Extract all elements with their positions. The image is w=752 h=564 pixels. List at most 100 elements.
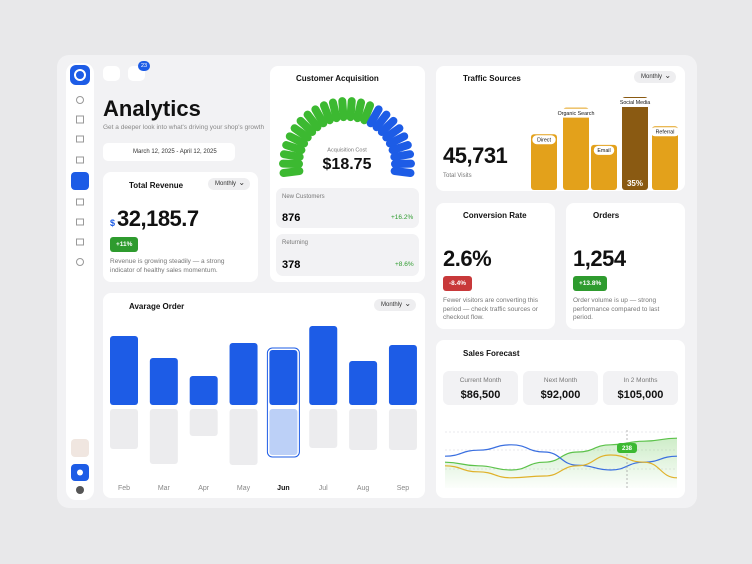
bar [189,376,218,405]
gauge-segment [377,116,398,136]
bar [388,345,417,405]
gauge-segment [279,150,304,161]
bar [309,409,338,448]
nav-active[interactable] [71,172,89,190]
value: $86,500 [460,389,501,401]
bar [269,409,298,455]
x-tick-label: Mar [158,485,171,492]
bar [349,361,378,405]
bar-label-bg [614,98,656,107]
logo[interactable] [70,65,90,85]
card [566,203,685,329]
bell-button[interactable] [103,66,120,81]
nav-icon[interactable] [76,198,84,206]
bar-label: Direct [537,137,551,143]
change-badge: +11% [110,237,139,252]
bar [189,409,218,436]
label: Next Month [543,377,578,384]
gauge-segment [346,97,356,122]
bar [622,97,648,190]
nav-icon[interactable] [76,258,84,266]
subtitle: Get a deeper look into what's driving yo… [103,124,265,131]
marker-bg [617,443,637,453]
gauge-segment [296,116,317,136]
bar-label-bg [552,108,600,118]
gauge-segment [279,167,304,178]
gauge-segment [360,101,375,125]
gauge-segment [338,97,348,122]
label: Returning [282,240,309,246]
x-tick-label: Jul [319,485,328,492]
bar [531,134,557,190]
x-tick-label: Sep [397,485,410,492]
x-tick-label: May [237,485,251,492]
gauge-segment [290,124,312,142]
bar [149,358,178,405]
marker-label: 238 [622,446,633,452]
date-picker[interactable] [103,143,235,161]
stat-box [276,234,419,276]
gauge-segment [382,124,404,142]
bar [388,409,417,450]
dropdown[interactable]: Monthly [634,71,677,83]
page-title: Analytics [103,96,201,121]
note: Order volume is up — strong performance … [573,297,660,321]
gauge-segment [366,105,383,128]
currency: $ [110,218,116,228]
bar [563,107,589,190]
nav-icon[interactable] [76,238,84,246]
line [444,437,678,471]
line [444,454,678,479]
note: Fewer visitors are converting this perio… [443,297,539,321]
date-range: March 12, 2025 - April 12, 2025 [133,149,217,155]
x-tick-label: Aug [357,485,370,492]
bar-label-bg [650,127,680,137]
nav-icon[interactable] [76,156,84,164]
change: +8.6% [395,261,414,268]
dropdown[interactable]: Monthly [374,299,417,311]
bar-label: Social Media [620,100,650,106]
nav-icon[interactable] [76,218,84,226]
badge: 23 [138,61,150,71]
bar-label-bg [532,135,556,145]
value: 1,254 [573,246,626,271]
change: +16.2% [391,214,414,221]
gauge-value: $18.75 [323,156,372,173]
card [103,172,258,282]
bar-highlight [266,347,300,458]
bar [149,409,178,464]
bar-label: Referral [656,129,675,135]
value-label: 35% [627,179,643,188]
label: Total Visits [443,173,472,179]
gauge-segment [388,141,412,155]
x-tick-label: Jun [277,485,289,492]
card-title: Customer Acquisition [296,74,379,83]
gauge-segment [303,110,322,132]
bar [349,409,378,450]
bar [229,409,258,465]
gauge-segment [372,110,391,132]
nav-icon[interactable] [76,135,84,143]
bar-label-bg [593,145,615,155]
change-badge: -8.4% [443,276,472,291]
value: 45,731 [443,143,508,168]
avatar[interactable] [71,439,89,457]
moon-icon[interactable] [76,486,84,494]
gauge-label: Acquisition Cost [327,147,367,153]
sun-icon [77,469,83,476]
nav-icon[interactable] [76,115,84,124]
stat-box [443,371,518,405]
stat-box [603,371,678,405]
area [445,438,677,488]
change-badge: +13.8% [573,276,608,291]
bar [110,336,138,405]
bar [269,350,298,405]
nav-icon[interactable] [76,96,84,104]
dropdown[interactable]: Monthly [208,178,251,190]
card-title: Conversion Rate [463,211,527,220]
value: 378 [282,259,301,271]
bar [229,343,258,405]
gauge-segment [390,167,415,178]
